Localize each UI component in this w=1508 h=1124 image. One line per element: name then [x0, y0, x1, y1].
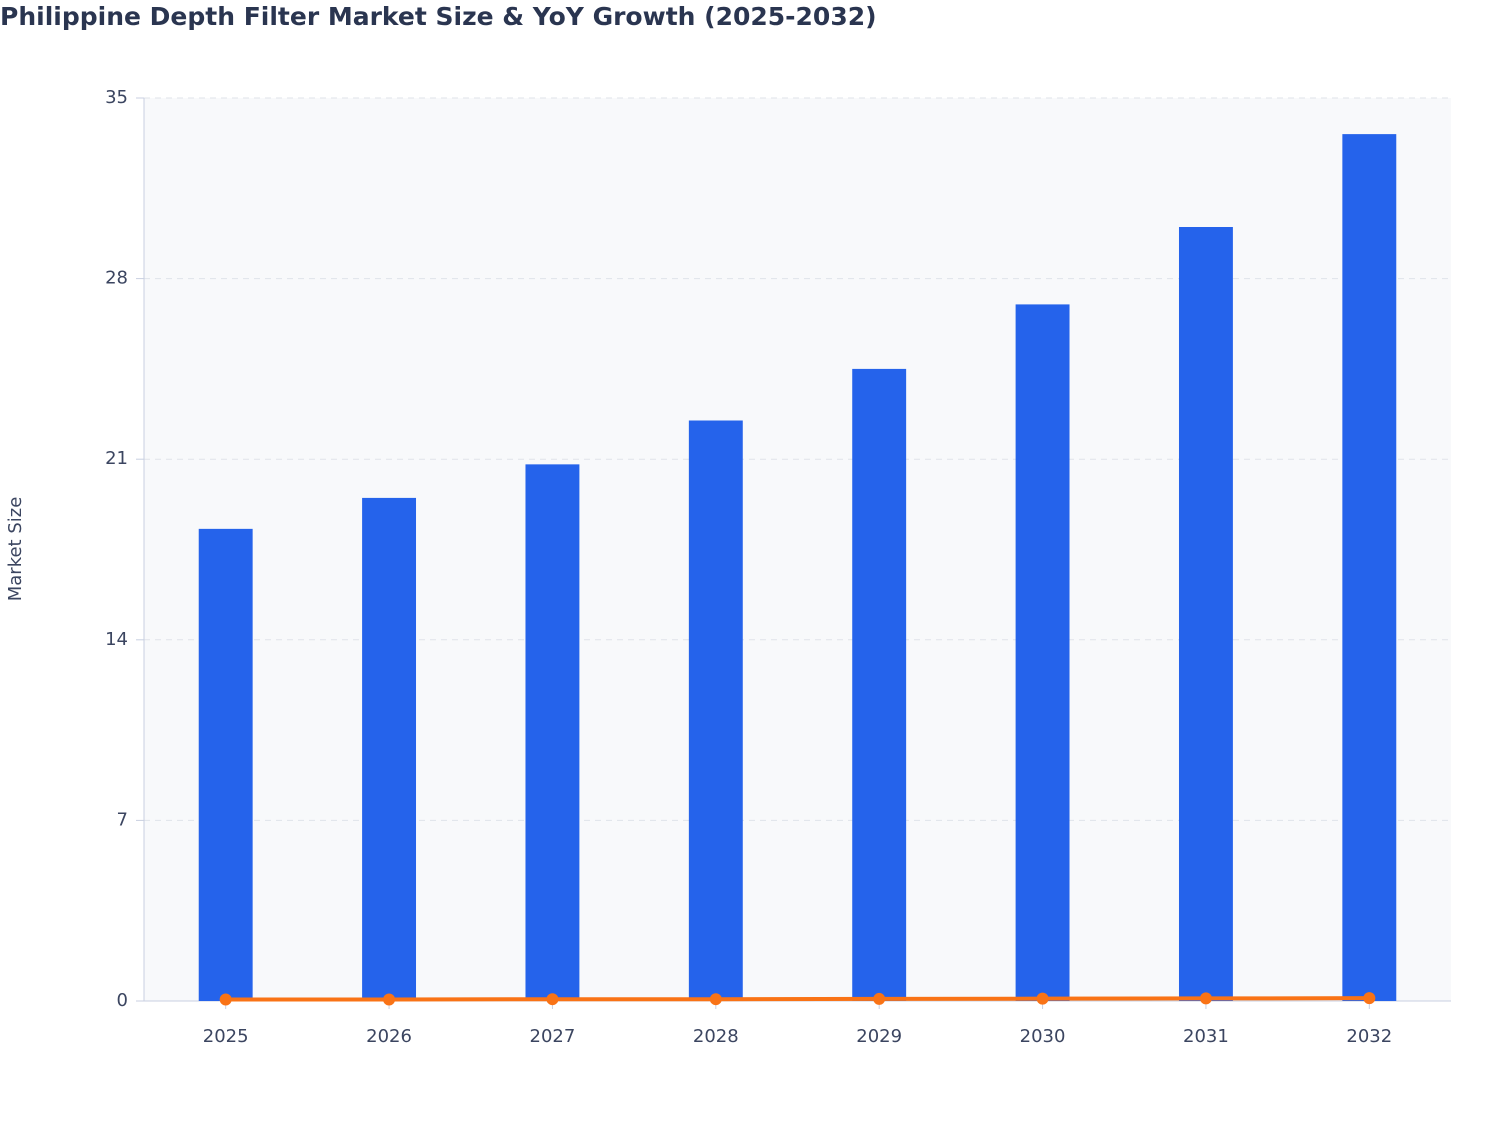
y-axis-label: Market Size [5, 497, 26, 602]
y-tick-label: 28 [105, 268, 128, 289]
y-tick-label: 21 [105, 448, 128, 469]
x-tick-label: 2030 [1020, 1026, 1066, 1047]
line-point [219, 993, 232, 1006]
chart-title: Philippine Depth Filter Market Size & Yo… [0, 2, 877, 31]
bar [688, 420, 743, 1001]
y-tick-label: 14 [105, 629, 128, 650]
bar [525, 464, 580, 1001]
bar [1178, 227, 1233, 1001]
y-tick-label: 0 [117, 990, 128, 1011]
x-tick-label: 2025 [203, 1026, 249, 1047]
bar [1342, 134, 1397, 1001]
line-point [383, 993, 396, 1006]
bar [198, 528, 253, 1001]
x-tick-label: 2031 [1183, 1026, 1229, 1047]
line-point [546, 993, 559, 1006]
line-point [1036, 992, 1049, 1005]
line-point [1363, 992, 1376, 1005]
x-tick-label: 2027 [530, 1026, 576, 1047]
x-tick-label: 2028 [693, 1026, 739, 1047]
x-tick-label: 2032 [1346, 1026, 1392, 1047]
x-tick-label: 2026 [366, 1026, 412, 1047]
line-point [1199, 992, 1212, 1005]
bar [1015, 304, 1070, 1001]
line-point [873, 992, 886, 1005]
bar [852, 368, 907, 1001]
bar [362, 497, 417, 1001]
line-point [709, 993, 722, 1006]
y-tick-label: 35 [105, 87, 128, 108]
y-tick-label: 7 [117, 809, 128, 830]
plot-area [144, 98, 1451, 1001]
line [225, 996, 1370, 1002]
x-tick-label: 2029 [856, 1026, 902, 1047]
